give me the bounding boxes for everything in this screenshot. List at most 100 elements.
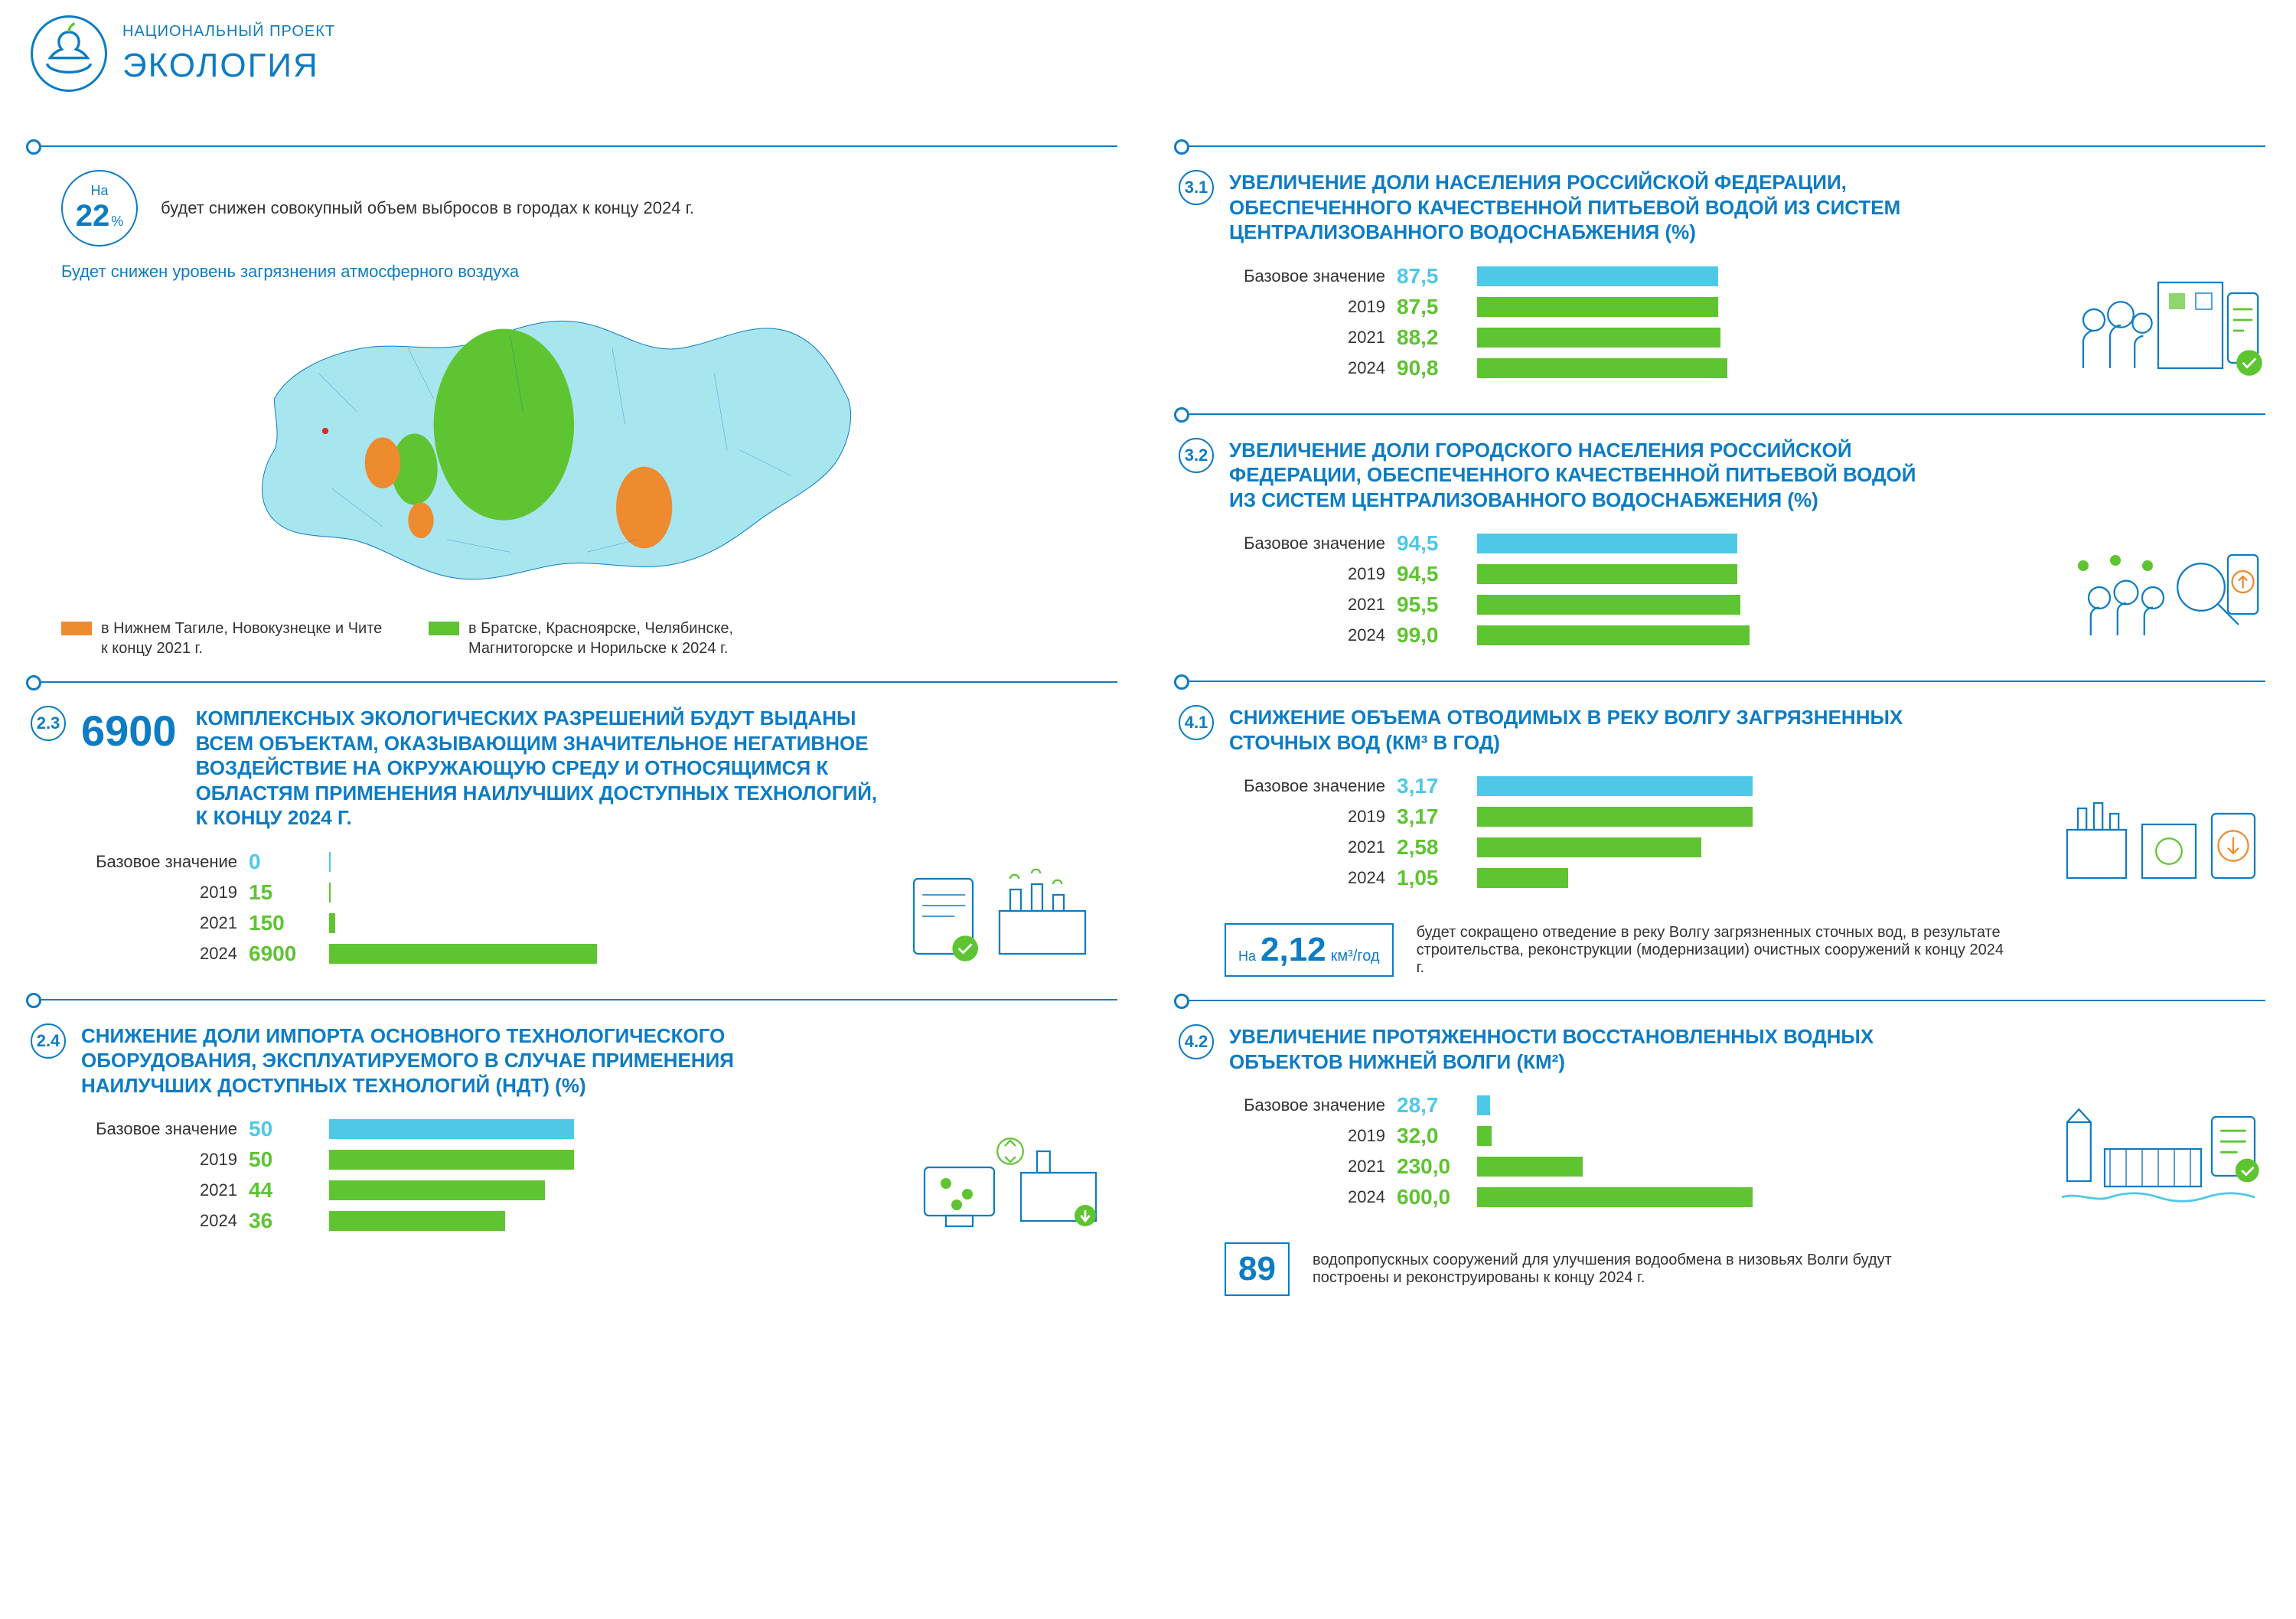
sub-value: 2,12	[1261, 931, 1326, 969]
chart-bar	[1477, 564, 1737, 584]
chart-label: 2021	[1225, 595, 1385, 615]
chart-row: 20241,05	[1225, 866, 2028, 890]
chart-value: 0	[249, 850, 318, 874]
divider	[31, 681, 1117, 683]
chart-row: 2019 3,17	[1225, 805, 2028, 829]
header-subtitle: НАЦИОНАЛЬНЫЙ ПРОЕКТ	[122, 23, 335, 41]
chart-bar	[329, 852, 331, 872]
chart-bar	[1477, 297, 1718, 317]
emissions-desc: будет снижен совокупный объем выбросов в…	[161, 198, 694, 218]
factory-permit-icon	[903, 846, 1117, 976]
chart-bar	[329, 1180, 545, 1200]
chart-row: Базовое значение87,5	[1225, 264, 2028, 289]
chart-value: 44	[249, 1178, 318, 1203]
chart-label: 2024	[1225, 625, 1385, 645]
chart-row: 2019 15	[77, 880, 880, 905]
chart-value: 2,58	[1397, 835, 1466, 860]
chart-label: 2019	[1225, 564, 1385, 584]
chart-value: 99,0	[1397, 623, 1466, 648]
chart-bar	[1477, 625, 1750, 645]
bar-chart: Базовое значение50201950202144202436	[77, 1117, 880, 1239]
section-31: 3.1 УВЕЛИЧЕНИЕ ДОЛИ НАСЕЛЕНИЯ РОССИЙСКОЙ…	[1179, 170, 2265, 390]
chart-label: 2021	[1225, 328, 1385, 348]
chart-value: 28,7	[1397, 1093, 1466, 1118]
urban-water-quality-icon	[2051, 527, 2265, 658]
map-block: Будет снижен уровень загрязнения атмосфе…	[31, 262, 1117, 658]
chart-row: 201987,5	[1225, 295, 2028, 319]
section-23: 2.3 6900 КОМПЛЕКСНЫХ ЭКОЛОГИЧЕСКИХ РАЗРЕ…	[31, 706, 1117, 976]
chart-label: 2019	[1225, 807, 1385, 827]
chart-value: 88,2	[1397, 325, 1466, 350]
chart-value: 94,5	[1397, 531, 1466, 556]
chart-label: 2024	[1225, 868, 1385, 888]
section-42: 4.2 УВЕЛИЧЕНИЕ ПРОТЯЖЕННОСТИ ВОССТАНОВЛЕ…	[1179, 1024, 2265, 1296]
chart-value: 3,17	[1397, 774, 1466, 798]
chart-bar	[1477, 358, 1727, 378]
chart-row: 20212,58	[1225, 835, 2028, 860]
left-column: На 22% будет снижен совокупный объем выб…	[31, 122, 1117, 1319]
emissions-unit: %	[111, 214, 123, 229]
sub-desc: будет сокращено отведение в реку Волгу з…	[1417, 924, 2014, 977]
chart-row: 2019 94,5	[1225, 562, 2028, 586]
section-title: УВЕЛИЧЕНИЕ ДОЛИ НАСЕЛЕНИЯ РОССИЙСКОЙ ФЕД…	[1229, 170, 1918, 245]
divider	[1179, 681, 2265, 682]
chart-bar	[1477, 776, 1753, 796]
chart-row: 202144	[77, 1178, 880, 1203]
emissions-prefix: На	[90, 183, 108, 199]
sub-desc: водопропускных сооружений для улучшения …	[1313, 1252, 1910, 1287]
section-number: 2.4	[31, 1023, 66, 1059]
chart-row: 2024 99,0	[1225, 623, 2028, 648]
section-41: 4.1 СНИЖЕНИЕ ОБЪЕМА ОТВОДИМЫХ В РЕКУ ВОЛ…	[1179, 705, 2265, 977]
section-title: СНИЖЕНИЕ ДОЛИ ИМПОРТА ОСНОВНОГО ТЕХНОЛОГ…	[81, 1023, 770, 1098]
chart-row: 202436	[77, 1209, 880, 1233]
section-big-value: 6900	[81, 706, 177, 756]
chart-value: 3,17	[1397, 805, 1466, 829]
chart-value: 94,5	[1397, 562, 1466, 586]
chart-label: 2019	[77, 883, 237, 903]
chart-value: 50	[249, 1147, 318, 1172]
chart-bar	[1477, 266, 1718, 286]
chart-bar	[329, 1150, 574, 1170]
chart-row: Базовое значение3,17	[1225, 774, 2028, 798]
chart-row: Базовое значение50	[77, 1117, 880, 1141]
chart-label: 2021	[77, 913, 237, 933]
river-restore-icon	[2051, 1089, 2265, 1219]
chart-value: 50	[249, 1117, 318, 1141]
chart-label: 2019	[1225, 1126, 1385, 1146]
section-number: 3.2	[1179, 438, 1214, 473]
chart-label: 2024	[77, 944, 237, 964]
chart-bar	[1477, 534, 1737, 553]
chart-bar	[329, 944, 597, 964]
section-number: 3.1	[1179, 170, 1214, 205]
chart-label: 2024	[1225, 1187, 1385, 1207]
chart-label: 2024	[77, 1211, 237, 1231]
chart-label: 2019	[1225, 297, 1385, 317]
chart-value: 6900	[249, 942, 318, 966]
emissions-callout: На 22% будет снижен совокупный объем выб…	[61, 170, 1117, 246]
chart-bar	[1477, 328, 1720, 348]
chart-row: 2024 6900	[77, 942, 880, 966]
legend-text: в Братске, Красноярске, Челябинске, Магн…	[468, 619, 750, 658]
map-caption: Будет снижен уровень загрязнения атмосфе…	[61, 262, 1117, 282]
divider	[1179, 413, 2265, 415]
page-header: НАЦИОНАЛЬНЫЙ ПРОЕКТ ЭКОЛОГИЯ	[31, 15, 2265, 92]
bar-chart: Базовое значение94,5201994,5202195,52024…	[1225, 531, 2028, 654]
chart-row: 2024600,0	[1225, 1185, 2028, 1209]
divider	[31, 999, 1117, 1000]
bar-chart: Базовое значение3,17 2019 3,17 20212,58 2024…	[1225, 774, 2028, 896]
chart-value: 230,0	[1397, 1154, 1466, 1179]
legend-swatch	[429, 622, 459, 635]
divider	[1179, 145, 2265, 147]
chart-row: Базовое значение0	[77, 850, 880, 874]
chart-label: 2021	[1225, 1157, 1385, 1177]
family-water-icon	[2051, 260, 2265, 390]
chart-label: Базовое значение	[1225, 534, 1385, 553]
chart-value: 150	[249, 911, 318, 935]
chart-bar	[329, 1211, 505, 1231]
chart-value: 32,0	[1397, 1124, 1466, 1148]
chart-value: 15	[249, 880, 318, 905]
section-32: 3.2 УВЕЛИЧЕНИЕ ДОЛИ ГОРОДСКОГО НАСЕЛЕНИЯ…	[1179, 438, 2265, 658]
chart-bar	[1477, 837, 1701, 857]
chart-row: 2021 230,0	[1225, 1154, 2028, 1179]
right-column: 3.1 УВЕЛИЧЕНИЕ ДОЛИ НАСЕЛЕНИЯ РОССИЙСКОЙ…	[1179, 122, 2265, 1319]
